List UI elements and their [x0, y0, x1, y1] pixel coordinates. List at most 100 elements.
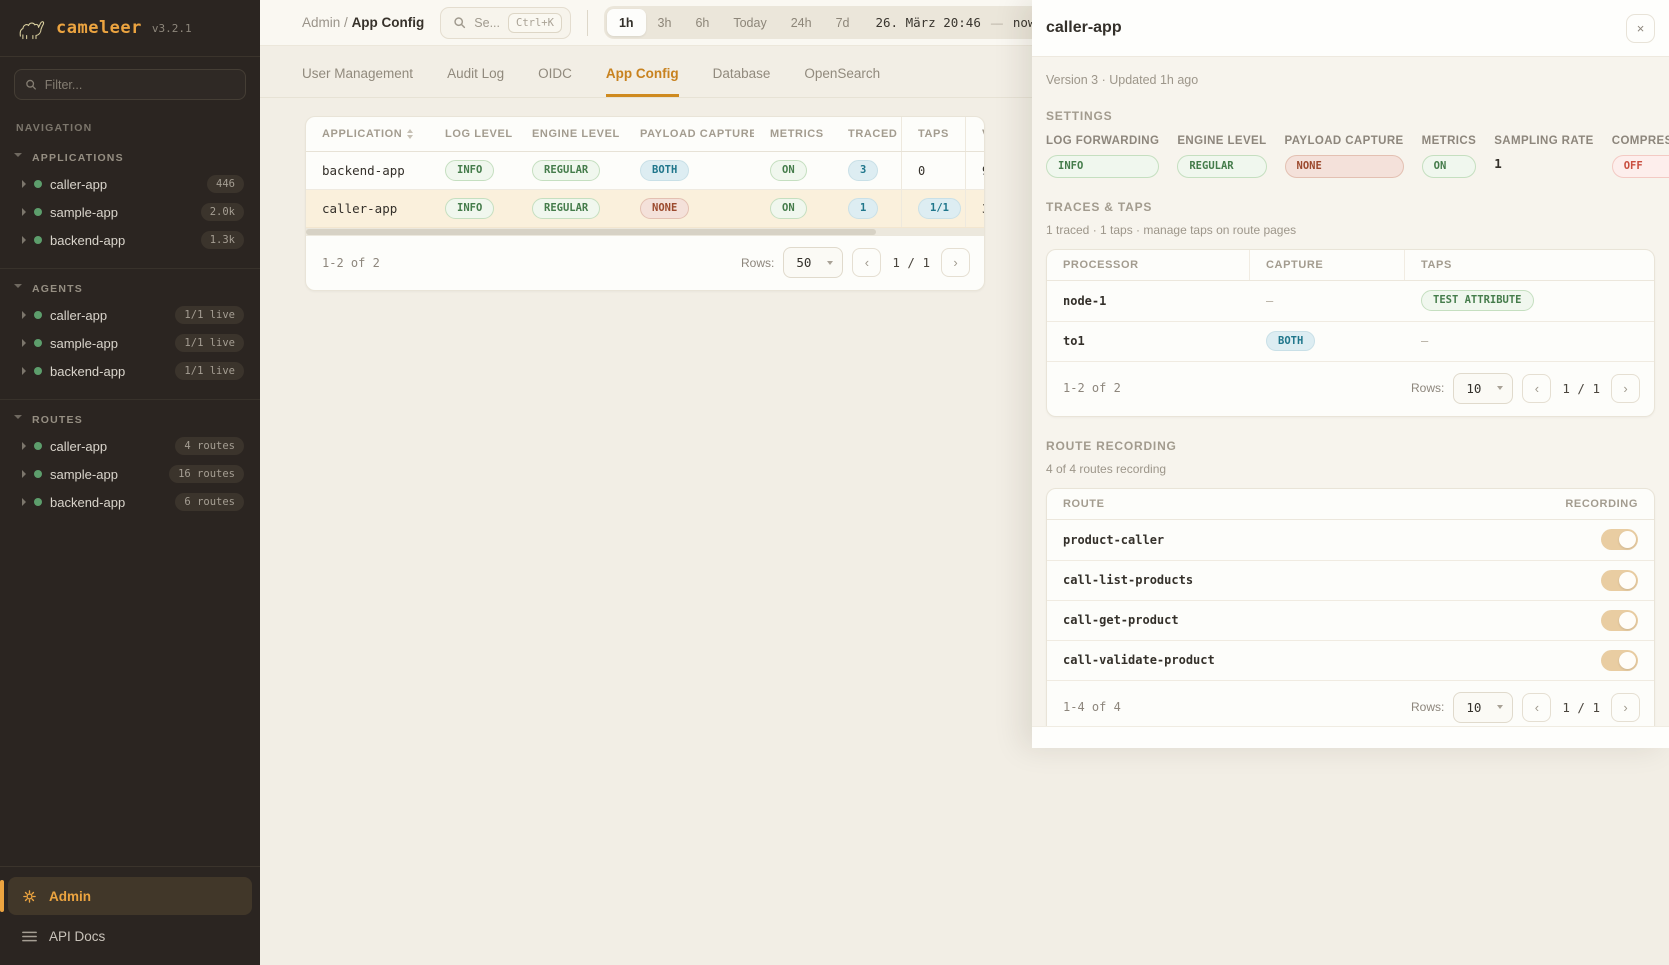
- chevron-right-icon: [22, 470, 26, 478]
- setting-value-pill: NONE: [1284, 155, 1404, 178]
- col-log-level: LOG LEVEL: [445, 128, 513, 140]
- next-page-button[interactable]: ›: [941, 248, 970, 277]
- global-search[interactable]: Se... Ctrl+K: [440, 6, 571, 39]
- close-icon[interactable]: ×: [1626, 13, 1655, 43]
- table-row-backend-app[interactable]: backend-app INFO REGULAR BOTH ON 3 0 9: [306, 152, 984, 190]
- sidebar-item-routes-sample[interactable]: sample-app 16 routes: [8, 460, 252, 488]
- application-name: backend-app: [322, 163, 405, 178]
- horizontal-scrollbar: [306, 228, 984, 236]
- col-traced: TRACED: [848, 128, 898, 140]
- sidebar-item-api-docs[interactable]: API Docs: [8, 919, 252, 953]
- time-range-1h[interactable]: 1h: [606, 9, 646, 36]
- time-display[interactable]: 26. März 20:46 — now: [861, 15, 1049, 30]
- main-content: Admin / App Config Se... Ctrl+K 1h 3h 6h…: [260, 0, 1669, 965]
- logo-row: cameleer v3.2.1: [0, 0, 260, 57]
- traces-pagination: 1-2 of 2 Rows: 10 ‹ 1 / 1 ›: [1047, 360, 1654, 416]
- filter-wrap: [0, 57, 260, 104]
- col-application[interactable]: APPLICATION: [306, 117, 429, 151]
- route-row-call-get-product[interactable]: call-get-product: [1047, 599, 1654, 640]
- chevron-down-icon: [14, 284, 22, 288]
- tab-opensearch[interactable]: OpenSearch: [804, 66, 881, 81]
- group-header-routes[interactable]: ROUTES: [8, 406, 252, 432]
- time-range-6h[interactable]: 6h: [683, 9, 721, 36]
- chevron-right-icon: [22, 208, 26, 216]
- pagination-range: 1-2 of 2: [1063, 381, 1121, 395]
- detail-drawer: caller-app × Version 3 · Updated 1h ago …: [1032, 0, 1669, 748]
- tab-app-config[interactable]: App Config: [605, 66, 679, 97]
- sidebar-item-app-backend[interactable]: backend-app 1.3k: [8, 226, 252, 254]
- tab-oidc[interactable]: OIDC: [538, 66, 572, 81]
- tab-user-management[interactable]: User Management: [302, 66, 414, 81]
- chevron-right-icon: [22, 442, 26, 450]
- route-row-product-caller[interactable]: product-caller: [1047, 520, 1654, 560]
- sidebar-item-agent-sample[interactable]: sample-app 1/1 live: [8, 329, 252, 357]
- taps-value: —: [1421, 334, 1429, 348]
- setting-sampling-rate: SAMPLING RATE 1: [1494, 135, 1594, 171]
- taps-pill: TEST ATTRIBUTE: [1421, 290, 1534, 311]
- table-row-caller-app[interactable]: caller-app INFO REGULAR NONE ON 1 1/1 3: [306, 190, 984, 228]
- setting-compress-success: COMPRESS SUCCESS OFF: [1611, 135, 1669, 178]
- sidebar-item-app-sample[interactable]: sample-app 2.0k: [8, 198, 252, 226]
- next-page-button[interactable]: ›: [1611, 692, 1640, 722]
- tab-database[interactable]: Database: [712, 66, 771, 81]
- route-name: call-list-products: [1063, 573, 1194, 587]
- scrollbar-thumb[interactable]: [306, 229, 876, 235]
- search-placeholder: Se...: [474, 15, 501, 30]
- route-name: product-caller: [1063, 532, 1165, 547]
- trace-row-to1[interactable]: to1 BOTH —: [1047, 320, 1654, 361]
- payload-capture-pill: NONE: [640, 198, 690, 219]
- recording-toggle[interactable]: [1601, 569, 1638, 591]
- col-taps: TAPS: [901, 117, 965, 151]
- drawer-title: caller-app: [1046, 19, 1122, 36]
- gear-icon: [23, 889, 36, 903]
- col-capture: CAPTURE: [1250, 249, 1405, 280]
- group-header-applications[interactable]: APPLICATIONS: [8, 144, 252, 170]
- time-range-24h[interactable]: 24h: [779, 9, 824, 36]
- recording-toggle[interactable]: [1601, 609, 1638, 631]
- page-indicator: 1 / 1: [1562, 380, 1600, 396]
- time-range-7d[interactable]: 7d: [824, 9, 862, 36]
- sidebar-item-app-caller[interactable]: caller-app 446: [8, 170, 252, 198]
- count-badge: 2.0k: [200, 203, 244, 221]
- route-name: call-validate-product: [1063, 653, 1215, 667]
- setting-value-text: 1: [1494, 156, 1502, 171]
- filter-box[interactable]: [14, 69, 246, 100]
- recording-toggle[interactable]: [1601, 649, 1638, 671]
- sidebar-item-agent-caller[interactable]: caller-app 1/1 live: [8, 301, 252, 329]
- application-name: caller-app: [322, 201, 398, 216]
- filter-input[interactable]: [44, 77, 235, 92]
- chevron-right-icon: [22, 311, 26, 319]
- route-row-call-validate-product[interactable]: call-validate-product: [1047, 639, 1654, 680]
- sidebar-item-agent-backend[interactable]: backend-app 1/1 live: [8, 357, 252, 385]
- sidebar-item-routes-backend[interactable]: backend-app 6 routes: [8, 488, 252, 516]
- nav-group-agents: AGENTS caller-app 1/1 live sample-app 1/…: [0, 268, 260, 393]
- group-header-agents[interactable]: AGENTS: [8, 275, 252, 301]
- capture-pill: BOTH: [1266, 330, 1316, 352]
- time-range-today[interactable]: Today: [721, 9, 778, 36]
- col-taps: TAPS: [1421, 258, 1452, 271]
- next-page-button[interactable]: ›: [1611, 373, 1640, 403]
- chevron-down-icon: [14, 415, 22, 419]
- rows-per-page-select[interactable]: 50: [783, 247, 844, 278]
- prev-page-button[interactable]: ‹: [1522, 373, 1552, 403]
- prev-page-button[interactable]: ‹: [852, 248, 882, 277]
- chevron-right-icon: [22, 498, 26, 506]
- time-range-3h[interactable]: 3h: [646, 9, 684, 36]
- sidebar-item-admin[interactable]: Admin: [0, 877, 252, 915]
- recording-toggle[interactable]: [1601, 529, 1638, 550]
- breadcrumb-separator: /: [344, 15, 348, 30]
- rows-per-page-select[interactable]: 10: [1453, 691, 1514, 723]
- trace-row-node-1[interactable]: node-1 — TEST ATTRIBUTE: [1047, 281, 1654, 321]
- route-row-call-list-products[interactable]: call-list-products: [1047, 559, 1654, 600]
- setting-payload-capture: PAYLOAD CAPTURE NONE: [1284, 135, 1404, 178]
- search-icon: [26, 79, 36, 90]
- col-version: V: [965, 117, 984, 151]
- prev-page-button[interactable]: ‹: [1522, 692, 1552, 722]
- chevron-right-icon: [22, 180, 26, 188]
- page-indicator: 1 / 1: [892, 255, 930, 270]
- breadcrumb-section[interactable]: Admin: [302, 15, 341, 30]
- rows-per-page-label: Rows:: [741, 255, 775, 270]
- tab-audit-log[interactable]: Audit Log: [447, 66, 505, 81]
- rows-per-page-select[interactable]: 10: [1453, 372, 1514, 404]
- sidebar-item-routes-caller[interactable]: caller-app 4 routes: [8, 432, 252, 460]
